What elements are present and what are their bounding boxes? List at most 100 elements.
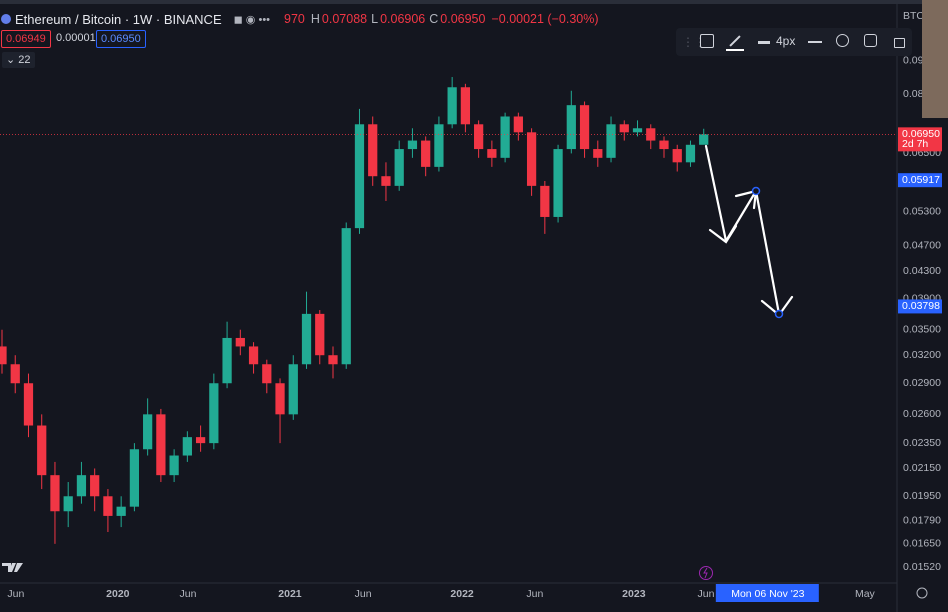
candle-body	[434, 124, 444, 167]
x-tick-label: Jun	[180, 588, 197, 600]
candle-body	[487, 149, 497, 158]
candle-body	[23, 383, 34, 426]
lock-icon[interactable]	[894, 38, 905, 48]
candle-body	[606, 124, 616, 158]
indicators-toggle[interactable]: ⌄ 22	[2, 52, 35, 68]
candle-body	[513, 116, 523, 133]
change: −0.00021 (−0.30%)	[491, 12, 599, 26]
candle-body	[288, 364, 298, 415]
spread: 0.00001	[56, 32, 96, 44]
candle-body	[672, 149, 682, 163]
x-tick-label: 2021	[278, 588, 302, 600]
candle-body	[262, 364, 272, 384]
legend-icons[interactable]: ◼ ◉ •••	[233, 13, 271, 26]
candles	[0, 77, 709, 544]
y-tick-label: 0.08	[903, 88, 924, 100]
y-tick-label: 0.04700	[903, 240, 941, 252]
camera-overlay	[922, 0, 948, 118]
candle-body	[143, 414, 153, 450]
line-width[interactable]: 4px	[776, 34, 796, 48]
candle-body	[566, 105, 576, 150]
candle-body	[195, 437, 206, 444]
x-tick-label: 2022	[450, 588, 474, 600]
candle-body	[103, 496, 113, 516]
candle-body	[37, 425, 47, 476]
candle-body	[540, 185, 550, 217]
settings-icon[interactable]	[836, 34, 849, 47]
symbol[interactable]: Ethereum / Bitcoin · 1W · BINANCE	[15, 11, 222, 27]
candle-body	[235, 337, 245, 347]
y-tick-label: 0.01520	[903, 561, 941, 573]
y-tick-label: 0.04300	[903, 265, 941, 277]
candle-body	[63, 496, 73, 512]
anchor-point	[774, 309, 784, 319]
candle-body	[368, 124, 378, 177]
price-label: 0.06950	[902, 128, 940, 140]
candle-body	[632, 128, 643, 133]
candle-body	[526, 132, 537, 186]
candle-body	[222, 337, 232, 384]
arrow-line	[704, 144, 728, 243]
candle-body	[474, 124, 484, 150]
candle-body	[328, 355, 338, 365]
candle-body	[381, 176, 391, 186]
candle-body	[10, 364, 20, 384]
price-label-sub: 2d 7h	[902, 138, 928, 150]
y-tick-label: 0.05300	[903, 205, 941, 217]
ohlc-key: H	[310, 12, 320, 26]
candle-body	[315, 313, 325, 356]
candle-body	[460, 87, 471, 125]
lightning-icon	[699, 566, 713, 580]
price-label: 0.05917	[902, 174, 940, 186]
candle-body	[659, 140, 669, 150]
candle-body	[209, 383, 219, 444]
x-tick-label: Jun	[355, 588, 372, 600]
indicator-count: 22	[18, 54, 31, 66]
x-tick-label: Jun	[698, 588, 715, 600]
candle-body	[169, 455, 179, 476]
candle-body	[685, 144, 696, 163]
drawing-toolbar: ⋮⋮ 4px	[676, 28, 912, 56]
y-tick-label: 0.02350	[903, 437, 941, 449]
candle-body	[579, 105, 590, 150]
candle-body	[182, 437, 192, 456]
style-icon[interactable]	[808, 41, 822, 43]
template-icon[interactable]	[700, 34, 714, 48]
candle-body	[0, 346, 7, 365]
settings-icon[interactable]	[916, 587, 928, 599]
pen-icon[interactable]	[729, 35, 741, 47]
y-tick-label: 0.01650	[903, 538, 941, 550]
candle-body	[447, 87, 457, 125]
x-tick-label: 2023	[622, 588, 646, 600]
price-label-box	[898, 127, 942, 152]
ohlc-key: L	[371, 12, 379, 26]
ohlc-value: 0.06950	[440, 12, 486, 26]
candle-body	[407, 140, 418, 150]
width-icon[interactable]	[758, 41, 770, 44]
candle-body	[50, 475, 60, 512]
candle-body	[699, 134, 709, 145]
ask[interactable]: 0.06950	[96, 30, 146, 48]
candle-body	[553, 149, 563, 217]
candle-body	[156, 414, 166, 476]
price-label-box	[898, 173, 942, 188]
color-bar	[726, 49, 744, 51]
bid[interactable]: 0.06949	[1, 30, 51, 48]
alert-icon[interactable]	[864, 34, 877, 47]
ohlc-value: 0.06906	[380, 12, 426, 26]
anchor-point	[751, 186, 761, 196]
x-tick-label: Jun	[7, 588, 24, 600]
ohlc: H 0.07088 L 0.06906 C 0.06950	[311, 12, 488, 26]
candle-body	[275, 383, 285, 415]
legend: Ethereum / Bitcoin · 1W · BINANCE ◼ ◉ ••…	[0, 10, 601, 28]
price-label: 0.03798	[902, 300, 940, 312]
arrow-line	[754, 189, 781, 316]
y-tick-label: 0.02900	[903, 377, 941, 389]
candle-body	[341, 228, 351, 365]
y-tick-label: 0.03500	[903, 323, 941, 335]
ohlc-key: C	[429, 12, 439, 26]
tv-logo	[2, 563, 23, 572]
